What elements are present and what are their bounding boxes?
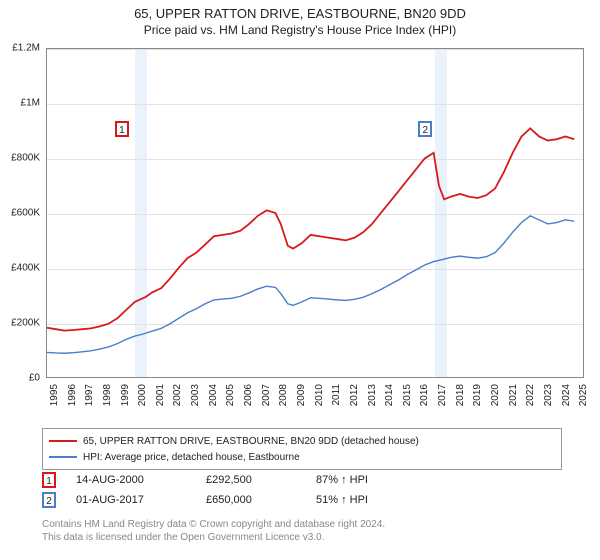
x-tick-label: 2021	[508, 384, 519, 406]
chart-title: 65, UPPER RATTON DRIVE, EASTBOURNE, BN20…	[0, 6, 600, 21]
legend-item: HPI: Average price, detached house, East…	[49, 449, 555, 465]
x-tick-label: 2000	[137, 384, 148, 406]
chart-marker-2: 2	[418, 121, 432, 137]
title-block: 65, UPPER RATTON DRIVE, EASTBOURNE, BN20…	[0, 0, 600, 37]
x-tick-label: 2012	[349, 384, 360, 406]
x-tick-label: 2008	[278, 384, 289, 406]
x-tick-label: 2015	[402, 384, 413, 406]
x-tick-label: 2023	[543, 384, 554, 406]
sales-date: 01-AUG-2017	[76, 494, 206, 506]
y-tick-label: £600K	[11, 208, 40, 219]
legend-swatch	[49, 440, 77, 442]
legend-label: HPI: Average price, detached house, East…	[83, 452, 300, 463]
x-tick-label: 2002	[172, 384, 183, 406]
x-tick-label: 2013	[367, 384, 378, 406]
x-tick-label: 2005	[225, 384, 236, 406]
y-tick-label: £1M	[21, 98, 40, 109]
sales-price: £650,000	[206, 494, 316, 506]
y-tick-label: £200K	[11, 318, 40, 329]
x-tick-label: 2019	[472, 384, 483, 406]
x-tick-label: 2009	[296, 384, 307, 406]
x-tick-label: 2022	[525, 384, 536, 406]
y-tick-label: £0	[29, 373, 40, 384]
sales-pct: 87% ↑ HPI	[316, 474, 416, 486]
sales-row: 2 01-AUG-2017£650,00051% ↑ HPI	[42, 490, 416, 510]
x-tick-label: 2017	[437, 384, 448, 406]
x-tick-label: 2010	[314, 384, 325, 406]
chart-marker-1: 1	[115, 121, 129, 137]
x-tick-label: 2001	[155, 384, 166, 406]
footer-line1: Contains HM Land Registry data © Crown c…	[42, 518, 385, 531]
x-tick-label: 1999	[120, 384, 131, 406]
x-tick-label: 1997	[84, 384, 95, 406]
x-tick-label: 2016	[419, 384, 430, 406]
legend-item: 65, UPPER RATTON DRIVE, EASTBOURNE, BN20…	[49, 433, 555, 449]
legend-swatch	[49, 456, 77, 458]
x-tick-label: 1995	[49, 384, 60, 406]
plot-region: 12	[46, 48, 584, 378]
legend-box: 65, UPPER RATTON DRIVE, EASTBOURNE, BN20…	[42, 428, 562, 470]
x-tick-label: 2003	[190, 384, 201, 406]
y-tick-label: £800K	[11, 153, 40, 164]
sales-marker: 2	[42, 492, 56, 508]
x-tick-label: 2006	[243, 384, 254, 406]
x-tick-label: 2007	[261, 384, 272, 406]
x-tick-label: 2018	[455, 384, 466, 406]
y-tick-label: £1.2M	[12, 43, 40, 54]
x-tick-label: 2025	[578, 384, 589, 406]
chart-subtitle: Price paid vs. HM Land Registry's House …	[0, 23, 600, 37]
legend-label: 65, UPPER RATTON DRIVE, EASTBOURNE, BN20…	[83, 436, 419, 447]
x-tick-label: 2024	[561, 384, 572, 406]
sales-table: 1 14-AUG-2000£292,50087% ↑ HPI 2 01-AUG-201…	[42, 470, 416, 510]
line-series-layer	[47, 49, 583, 377]
footer-line2: This data is licensed under the Open Gov…	[42, 531, 385, 544]
sales-price: £292,500	[206, 474, 316, 486]
x-tick-label: 2011	[331, 384, 342, 406]
series-property	[47, 128, 574, 330]
x-tick-label: 1996	[67, 384, 78, 406]
footer-attribution: Contains HM Land Registry data © Crown c…	[42, 518, 385, 544]
y-tick-label: £400K	[11, 263, 40, 274]
series-hpi	[47, 216, 574, 353]
x-tick-label: 2014	[384, 384, 395, 406]
sales-marker: 1	[42, 472, 56, 488]
sales-pct: 51% ↑ HPI	[316, 494, 416, 506]
x-tick-label: 2004	[208, 384, 219, 406]
chart-area: 12 £0£200K£400K£600K£800K£1M£1.2M 199519…	[46, 48, 584, 378]
page-root: 65, UPPER RATTON DRIVE, EASTBOURNE, BN20…	[0, 0, 600, 560]
sales-date: 14-AUG-2000	[76, 474, 206, 486]
x-tick-label: 2020	[490, 384, 501, 406]
x-tick-label: 1998	[102, 384, 113, 406]
sales-row: 1 14-AUG-2000£292,50087% ↑ HPI	[42, 470, 416, 490]
